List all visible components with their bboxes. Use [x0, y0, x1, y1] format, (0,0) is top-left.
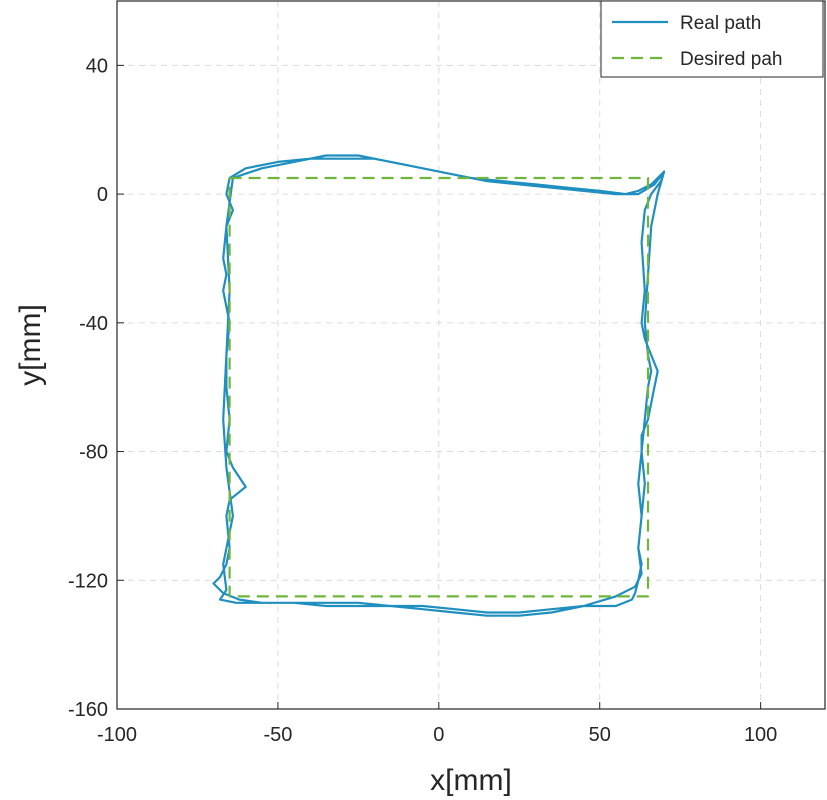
legend: Real path Desired pah	[600, 0, 824, 78]
series-line-1	[228, 176, 650, 598]
x-tick-label-0: -100	[97, 724, 137, 746]
tick-group: -100 -50 0 50 100 -160 -120 -80 -40 0 40	[68, 55, 777, 746]
series-group	[212, 154, 666, 617]
series-line-0	[212, 154, 666, 617]
y-tick-label-4: 0	[97, 184, 108, 206]
y-tick-label-0: -160	[68, 699, 108, 721]
y-tick-label-5: 40	[86, 55, 108, 77]
x-tick-label-4: 100	[744, 724, 777, 746]
x-tick-label-2: 0	[433, 724, 444, 746]
y-tick-label-1: -120	[68, 570, 108, 592]
legend-label-real-path: Real path	[680, 13, 761, 34]
x-axis-title: x[mm]	[430, 764, 512, 797]
y-axis-title: y[mm]	[14, 304, 47, 386]
plot-frame	[116, 0, 826, 710]
legend-label-desired-path: Desired pah	[680, 49, 782, 70]
x-tick-label-3: 50	[589, 724, 611, 746]
legend-box	[600, 0, 824, 78]
plot-background	[117, 1, 825, 709]
y-tick-label-2: -80	[79, 442, 108, 464]
y-tick-label-3: -40	[79, 313, 108, 335]
x-tick-label-1: -50	[263, 724, 292, 746]
